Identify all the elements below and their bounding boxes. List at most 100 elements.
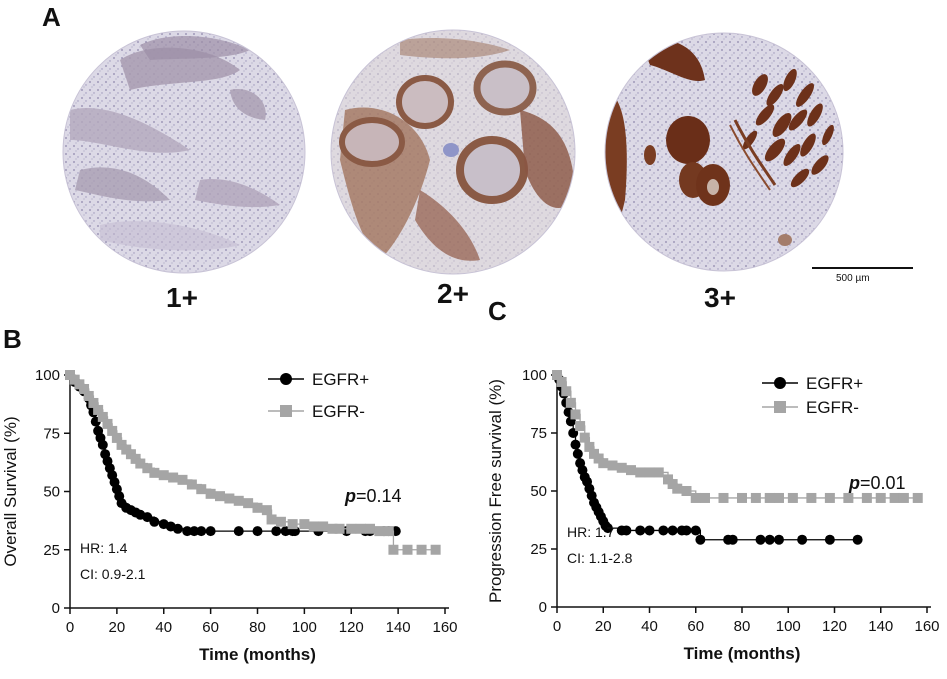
data-point-EGFR- [233, 495, 244, 506]
data-point-EGFR- [690, 492, 701, 503]
data-point-EGFR+ [797, 534, 808, 545]
legend-label-EGFR+: EGFR+ [312, 370, 369, 389]
data-point-EGFR- [205, 488, 216, 499]
x-tick-label: 120 [822, 618, 847, 635]
data-point-EGFR- [570, 409, 581, 420]
data-point-EGFR+ [252, 526, 263, 537]
data-point-EGFR+ [572, 448, 583, 459]
data-point-EGFR- [616, 462, 627, 473]
data-point-EGFR- [718, 492, 729, 503]
data-point-EGFR+ [824, 534, 835, 545]
x-axis-title: Time (months) [199, 645, 316, 664]
data-point-EGFR- [346, 523, 357, 534]
data-point-EGFR- [579, 432, 590, 443]
data-point-EGFR- [97, 411, 108, 422]
ihc-images [62, 29, 913, 275]
data-point-EGFR- [824, 492, 835, 503]
data-point-EGFR- [107, 425, 118, 436]
x-tick-label: 0 [66, 619, 74, 636]
x-tick-label: 100 [292, 619, 317, 636]
y-tick-label: 0 [52, 600, 60, 617]
data-point-EGFR- [111, 432, 122, 443]
data-point-EGFR+ [644, 525, 655, 536]
confidence-interval-label: CI: 1.1-2.8 [567, 550, 633, 566]
data-point-EGFR- [607, 460, 618, 471]
x-tick-label: 160 [914, 618, 939, 635]
x-tick-label: 140 [868, 618, 893, 635]
data-point-EGFR- [556, 376, 567, 387]
data-point-EGFR- [102, 418, 113, 429]
data-point-EGFR- [774, 492, 784, 503]
y-tick-label: 100 [35, 367, 60, 384]
data-point-EGFR+ [852, 534, 863, 545]
data-point-EGFR- [224, 493, 235, 504]
data-point-EGFR- [700, 492, 710, 503]
data-point-EGFR- [388, 544, 399, 555]
hazard-ratio-label: HR: 1.7 [567, 524, 615, 540]
data-point-EGFR- [177, 474, 188, 485]
data-point-EGFR+ [205, 526, 216, 537]
data-point-EGFR- [653, 467, 664, 478]
data-point-EGFR+ [681, 525, 692, 536]
data-point-EGFR- [168, 472, 179, 483]
data-point-EGFR+ [233, 526, 244, 537]
data-point-EGFR- [79, 383, 90, 394]
p-value: =0.01 [860, 473, 906, 493]
data-point-EGFR- [266, 514, 277, 525]
panel-label-c: C [488, 296, 507, 326]
x-tick-label: 100 [776, 618, 801, 635]
data-point-EGFR- [861, 492, 872, 503]
data-point-EGFR- [287, 519, 298, 530]
y-axis-title: Progression Free survival (%) [486, 379, 505, 603]
legend-label-EGFR-: EGFR- [806, 398, 859, 417]
data-point-EGFR- [561, 386, 572, 397]
data-point-EGFR- [644, 467, 655, 478]
data-point-EGFR+ [635, 525, 646, 536]
confidence-interval-label: CI: 0.9-2.1 [80, 566, 146, 582]
x-tick-label: 140 [386, 619, 411, 636]
x-tick-label: 20 [595, 618, 612, 635]
progression-free-survival-chart: 0 20 40 60 80 100 120 140 160 0 25 50 75 100 Time (mon… [486, 367, 940, 663]
x-tick-label: 20 [109, 619, 126, 636]
p-value-label: p=0.01 [848, 473, 906, 493]
x-tick-label: 40 [155, 619, 172, 636]
data-point-EGFR- [308, 521, 319, 532]
legend-marker-EGFR+ [280, 373, 292, 385]
data-point-EGFR+ [570, 439, 581, 450]
data-point-EGFR- [299, 519, 310, 530]
legend-marker-EGFR+ [774, 377, 786, 389]
data-point-EGFR- [83, 390, 94, 401]
data-point-EGFR- [565, 397, 576, 408]
p-value: =0.14 [356, 486, 402, 506]
data-point-EGFR- [672, 483, 683, 494]
data-point-EGFR- [787, 492, 798, 503]
data-point-EGFR- [737, 492, 747, 503]
data-point-EGFR+ [755, 534, 766, 545]
data-point-EGFR- [889, 492, 900, 503]
x-tick-label: 0 [553, 618, 561, 635]
p-value-label: p=0.14 [344, 486, 402, 506]
data-point-EGFR- [88, 397, 99, 408]
data-point-EGFR- [135, 458, 146, 469]
data-point-EGFR- [598, 458, 609, 469]
data-point-EGFR+ [727, 534, 738, 545]
data-point-EGFR+ [658, 525, 669, 536]
data-point-EGFR- [430, 544, 441, 555]
data-point-EGFR- [912, 492, 923, 503]
data-point-EGFR+ [695, 534, 706, 545]
series-line-EGFR+ [70, 374, 396, 532]
data-point-EGFR- [626, 465, 636, 476]
x-axis-title: Time (months) [684, 644, 801, 663]
data-point-EGFR+ [271, 526, 282, 537]
data-point-EGFR- [149, 467, 160, 478]
data-point-EGFR+ [621, 525, 632, 536]
panel-label-b: B [3, 324, 22, 354]
data-point-EGFR- [681, 486, 692, 496]
y-tick-label: 25 [530, 541, 547, 558]
data-point-EGFR- [764, 492, 775, 503]
y-tick-label: 25 [43, 542, 60, 559]
y-tick-label: 0 [539, 599, 547, 616]
x-tick-label: 40 [641, 618, 658, 635]
data-point-EGFR- [142, 463, 153, 474]
ihc-core-2plus [331, 30, 575, 274]
